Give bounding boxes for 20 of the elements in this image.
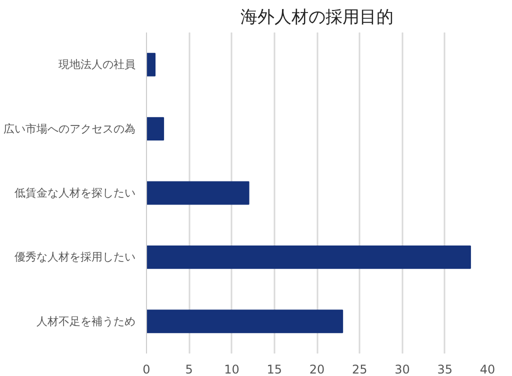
chart-title: 海外人材の採用目的 bbox=[240, 8, 394, 28]
x-tick-label: 40 bbox=[480, 362, 496, 376]
x-tick-label: 25 bbox=[352, 362, 368, 376]
x-tick-label: 35 bbox=[437, 362, 453, 376]
x-tick-label: 30 bbox=[394, 362, 410, 376]
y-tick-label: 人材不足を補うため bbox=[36, 314, 136, 328]
bar bbox=[146, 245, 471, 269]
bar bbox=[146, 181, 250, 205]
bar bbox=[146, 310, 344, 334]
y-tick-label: 低賃金な人材を探したい bbox=[14, 186, 136, 200]
x-tick-label: 0 bbox=[142, 362, 150, 376]
bar bbox=[146, 52, 156, 76]
x-tick-label: 20 bbox=[309, 362, 325, 376]
y-tick-label: 優秀な人材を採用したい bbox=[14, 250, 136, 264]
y-tick-label: 現地法人の社員 bbox=[58, 58, 136, 72]
y-tick-label: 広い市場へのアクセスの為 bbox=[4, 122, 136, 136]
x-tick-label: 10 bbox=[224, 362, 240, 376]
bar bbox=[146, 117, 164, 141]
x-tick-label: 5 bbox=[185, 362, 193, 376]
x-tick-label: 15 bbox=[266, 362, 282, 376]
